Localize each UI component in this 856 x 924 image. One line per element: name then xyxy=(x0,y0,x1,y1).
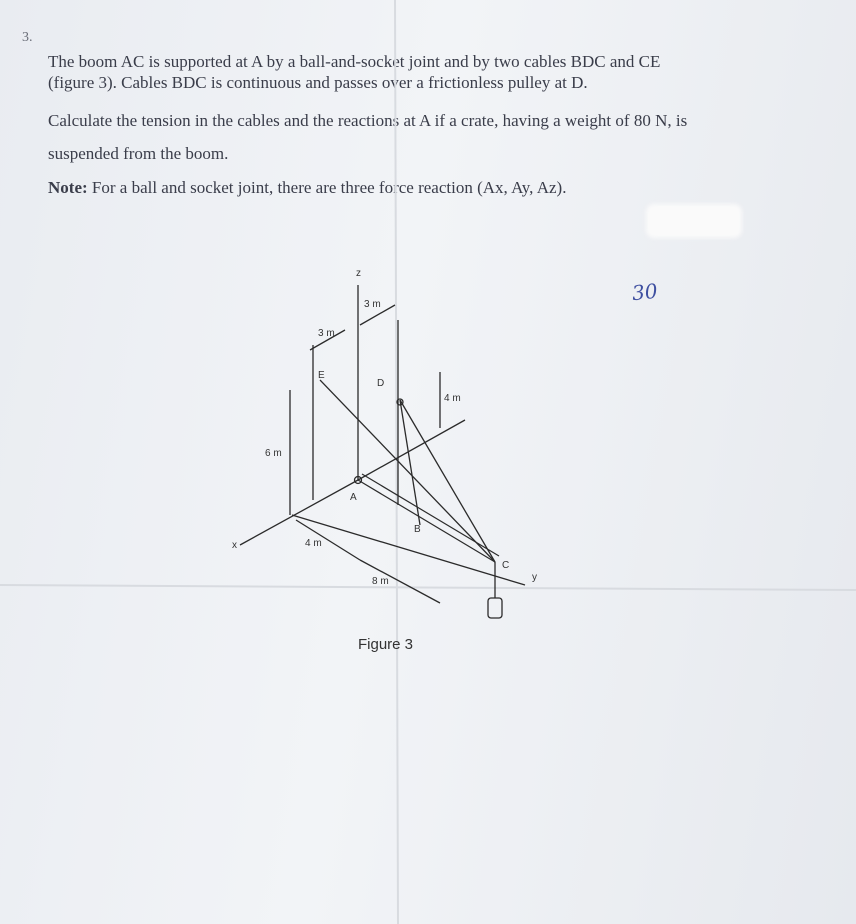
dim-3m xyxy=(309,329,346,351)
fold xyxy=(0,584,856,591)
ground-line xyxy=(291,514,526,586)
pulley xyxy=(396,398,404,406)
text-line: Calculate the tension in the cables and … xyxy=(48,111,688,130)
note-label: Note: xyxy=(48,178,88,197)
dim-3m xyxy=(359,304,396,326)
problem-number: 3. xyxy=(22,30,33,45)
cable-ce xyxy=(319,379,496,563)
label: 4 m xyxy=(444,393,461,404)
label: z xyxy=(356,268,361,279)
axis-line xyxy=(357,419,466,481)
diagram xyxy=(239,285,526,619)
note: Note: For a ball and socket joint, there… xyxy=(48,178,566,198)
text-line: (figure 3). Cables BDC is continuous and… xyxy=(48,73,588,92)
label: C xyxy=(502,560,509,571)
crate xyxy=(487,597,503,619)
label: D xyxy=(377,378,384,389)
boom xyxy=(357,479,496,563)
label: y xyxy=(532,572,537,583)
label: 3 m xyxy=(318,328,335,339)
cable-dc xyxy=(399,399,496,563)
label: E xyxy=(318,370,325,381)
cable-db xyxy=(399,399,421,526)
label: A xyxy=(350,492,357,503)
redaction xyxy=(646,204,742,238)
boom xyxy=(361,473,500,557)
text-line: The boom AC is supported at A by a ball-… xyxy=(48,52,661,71)
joint-a xyxy=(353,475,363,485)
note-text: For a ball and socket joint, there are t… xyxy=(91,178,567,197)
label: 6 m xyxy=(265,448,282,459)
x-axis xyxy=(239,479,359,546)
text-line: suspended from the boom. xyxy=(48,144,229,163)
label: x xyxy=(232,540,237,551)
fold xyxy=(394,0,399,924)
label: 3 m xyxy=(364,299,381,310)
label: B xyxy=(414,524,421,535)
dim-8m xyxy=(359,559,441,604)
figure-caption: Figure 3 xyxy=(358,636,414,653)
dim-4m-bottom xyxy=(295,519,361,561)
label: 8 m xyxy=(372,576,389,587)
label: 4 m xyxy=(305,538,322,549)
